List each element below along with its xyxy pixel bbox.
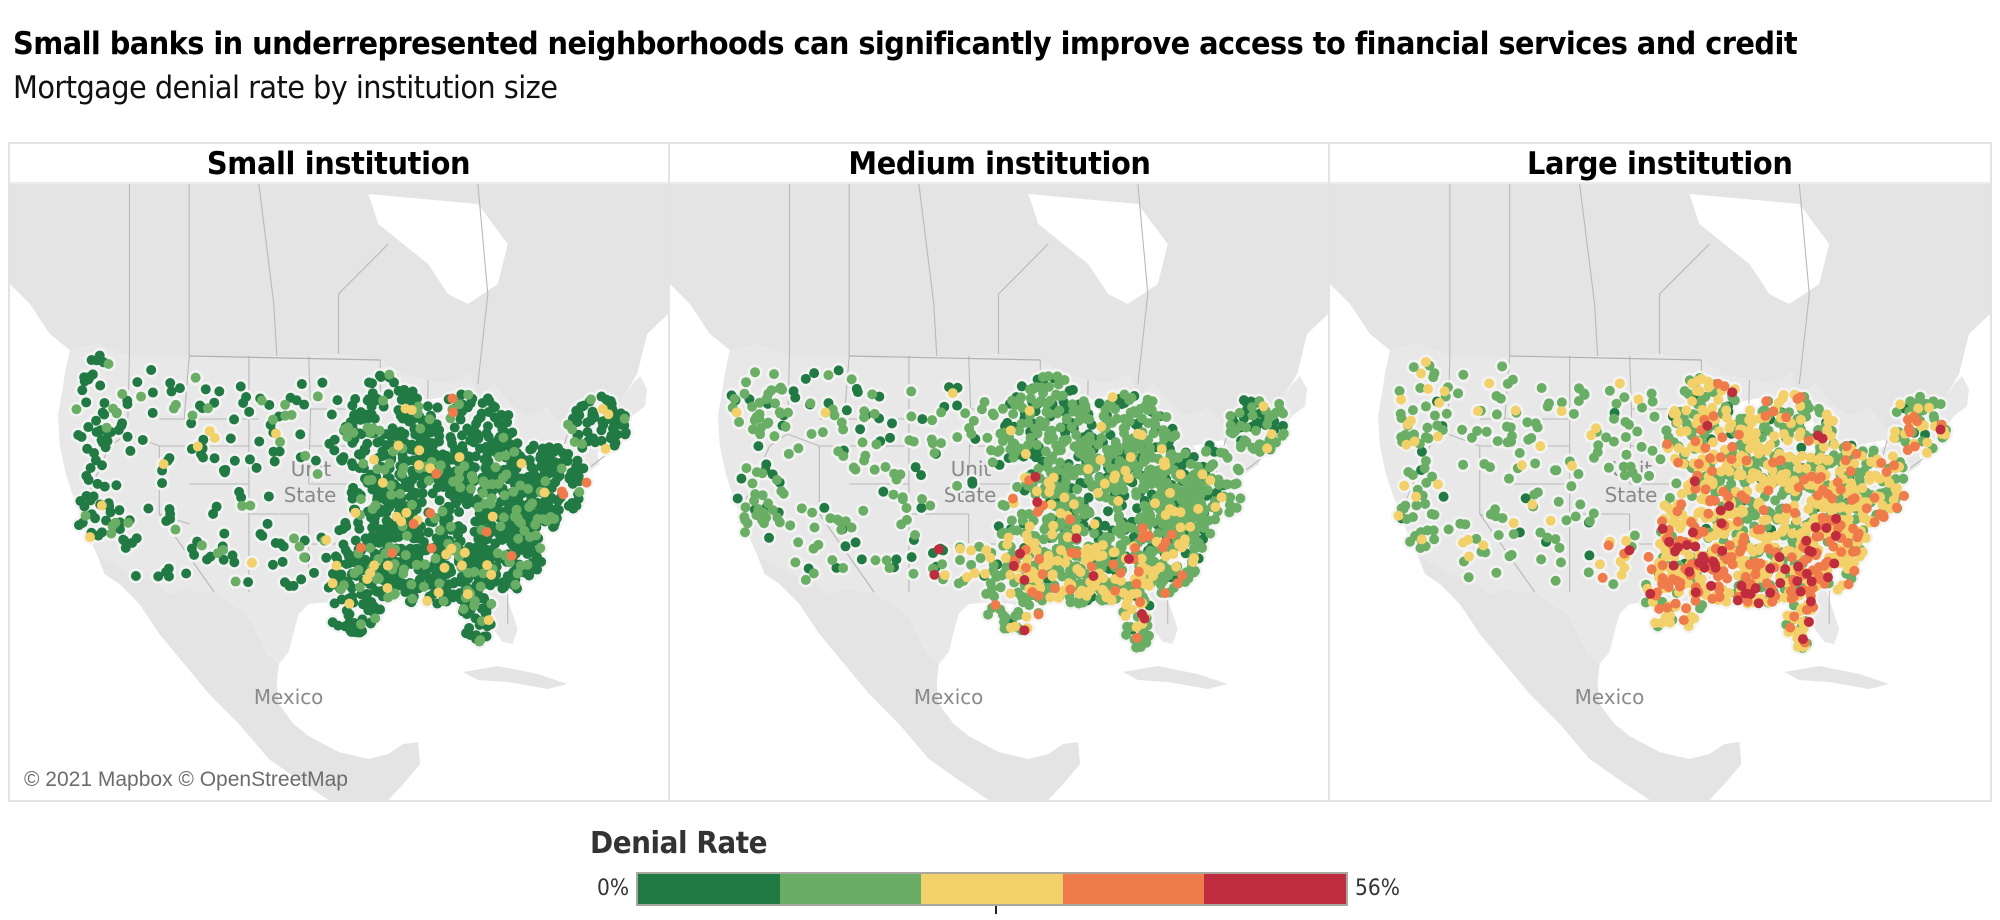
legend-bin-1 [638, 874, 780, 904]
legend-min-label: 0% [597, 876, 630, 901]
page-subtitle: Mortgage denial rate by institution size [13, 70, 558, 106]
map-attribution[interactable]: © 2021 Mapbox © OpenStreetMap [24, 768, 348, 791]
legend-color-ramp[interactable] [636, 872, 1348, 906]
panel-title: Medium institution [670, 144, 1328, 184]
country-label-mexico: Mexico [1575, 685, 1645, 709]
panel-small-institution: Small institution Unit State Mexico © 2021… [10, 144, 670, 800]
country-label-mexico: Mexico [254, 685, 323, 709]
country-label-mexico: Mexico [914, 685, 983, 709]
color-legend: Denial Rate 0% 56% [590, 826, 1410, 920]
data-points [71, 350, 631, 647]
legend-bin-2 [779, 874, 922, 904]
legend-bin-5 [1204, 874, 1346, 904]
legend-tick-mark [995, 906, 997, 914]
panel-title: Large institution [1330, 144, 1990, 184]
legend-max-label: 56% [1355, 876, 1400, 901]
map-medium-institution[interactable]: Unit State Mexico [670, 184, 1328, 800]
panel-medium-institution: Medium institution Unit State Mexico [670, 144, 1330, 800]
legend-bin-3 [921, 874, 1063, 904]
country-label-us: State [1605, 483, 1658, 507]
page-title: Small banks in underrepresented neighbor… [13, 26, 1798, 62]
map-dashboard: Small institution Unit State Mexico © 2021… [8, 142, 1992, 802]
legend-bin-4 [1062, 874, 1205, 904]
data-points [1393, 356, 1951, 654]
data-points [726, 365, 1289, 653]
legend-title: Denial Rate [590, 826, 768, 861]
country-label-us: State [284, 483, 337, 507]
panel-title: Small institution [10, 144, 668, 184]
map-small-institution[interactable]: Unit State Mexico © 2021 Mapbox © OpenStre… [10, 184, 668, 800]
